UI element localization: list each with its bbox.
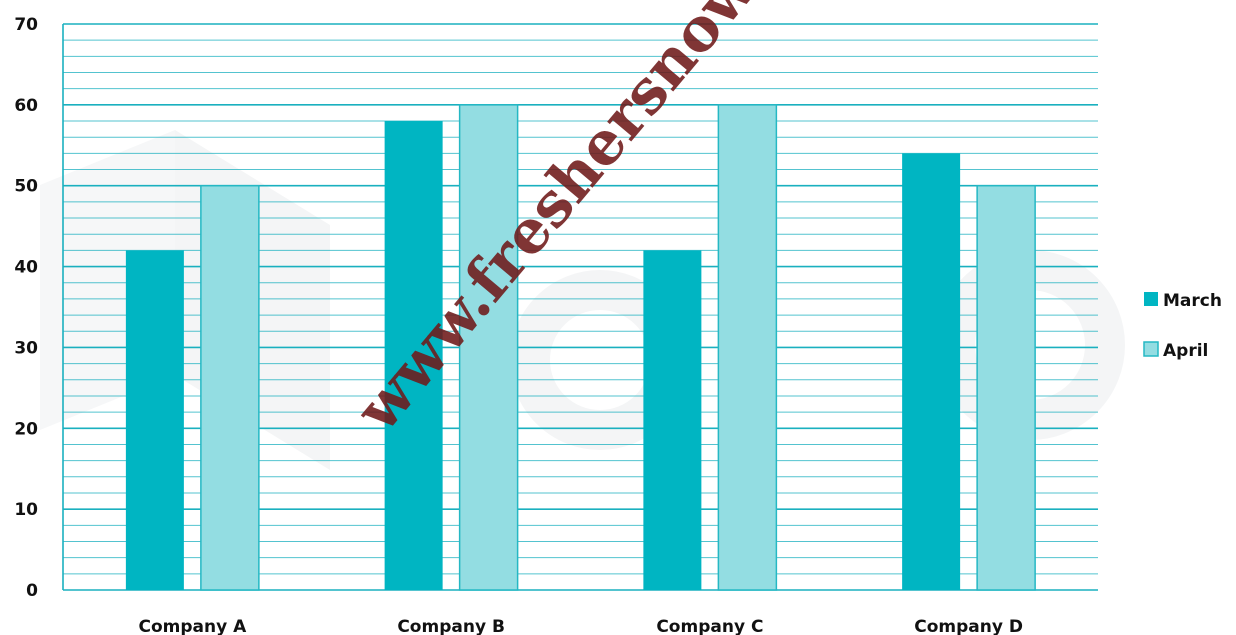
legend: March April bbox=[1143, 291, 1222, 361]
bar-april-company-d bbox=[976, 184, 1036, 591]
bar-march-company-b bbox=[384, 121, 443, 591]
x-category-label: Company C bbox=[656, 617, 763, 635]
y-tick-label: 0 bbox=[26, 581, 38, 601]
y-tick-label: 60 bbox=[14, 96, 38, 116]
y-tick-label: 70 bbox=[14, 15, 38, 35]
y-tick-label: 30 bbox=[14, 338, 38, 358]
bar-april-company-a bbox=[200, 184, 260, 591]
legend-swatch-march bbox=[1144, 292, 1158, 306]
bar-march-company-d bbox=[902, 153, 961, 590]
bar-april-company-b bbox=[458, 104, 519, 591]
x-category-label: Company D bbox=[914, 617, 1023, 635]
y-tick-label: 10 bbox=[14, 500, 38, 520]
x-axis-category-labels: Company A Company B Company C Company D bbox=[138, 617, 1023, 635]
legend-swatch-april bbox=[1143, 341, 1159, 357]
legend-label-march: March bbox=[1163, 291, 1222, 311]
bar-march-company-c bbox=[643, 250, 702, 590]
y-tick-label: 50 bbox=[14, 177, 38, 197]
y-tick-label: 40 bbox=[14, 258, 38, 278]
bar-april-company-c bbox=[717, 104, 778, 591]
y-axis-tick-labels: 0 10 20 30 40 50 60 70 bbox=[14, 15, 38, 601]
bar-march-company-a bbox=[125, 250, 184, 590]
legend-label-april: April bbox=[1163, 341, 1208, 361]
bars bbox=[125, 104, 1036, 591]
x-category-label: Company A bbox=[138, 617, 247, 635]
x-category-label: Company B bbox=[397, 617, 505, 635]
y-tick-label: 20 bbox=[14, 419, 38, 439]
